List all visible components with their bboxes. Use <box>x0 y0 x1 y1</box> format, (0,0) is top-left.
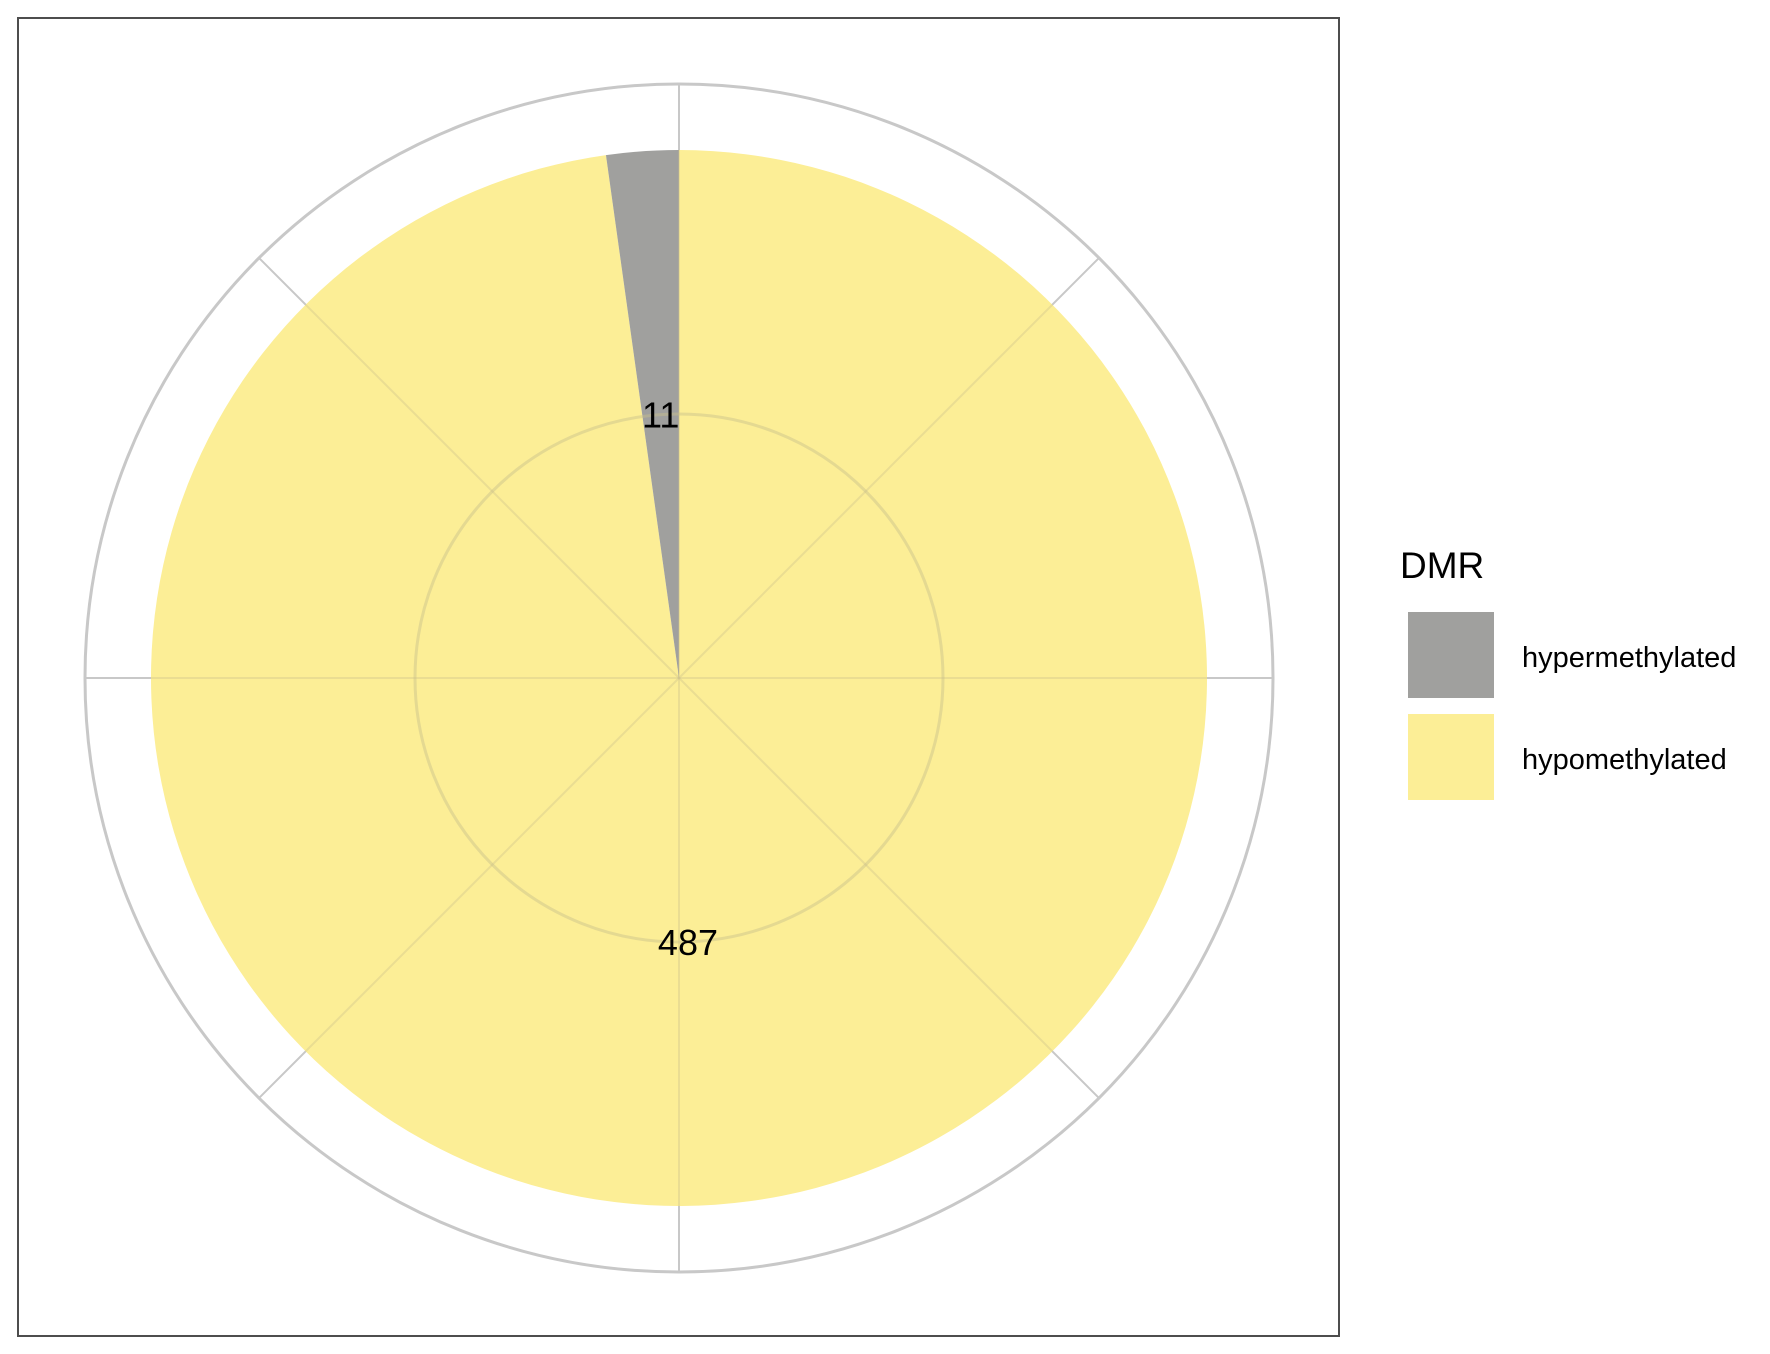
grid-spoke-inner <box>678 677 1054 1053</box>
pie-slices <box>151 150 1207 1206</box>
legend-key-hypermethylated <box>1408 612 1494 698</box>
grid-spoke-inner <box>304 303 680 679</box>
legend-key-hypomethylated <box>1408 714 1494 800</box>
legend-title: DMR <box>1400 545 1484 586</box>
legend: DMR hypermethylated hypomethylated <box>1400 545 1736 800</box>
polar-grid-inner <box>151 150 1207 1206</box>
grid-spoke-inner <box>304 677 680 1053</box>
pie-slice-hypermethylated <box>605 150 679 678</box>
legend-label-hypermethylated: hypermethylated <box>1522 642 1736 674</box>
legend-label-hypomethylated: hypomethylated <box>1522 744 1727 776</box>
grid-spoke-inner <box>678 303 1054 679</box>
slice-labels: 11 487 <box>642 395 718 963</box>
slice-label-hypermethylated: 11 <box>642 395 679 436</box>
grid-circle-inner <box>413 412 945 944</box>
slice-label-hypomethylated: 487 <box>658 922 718 963</box>
